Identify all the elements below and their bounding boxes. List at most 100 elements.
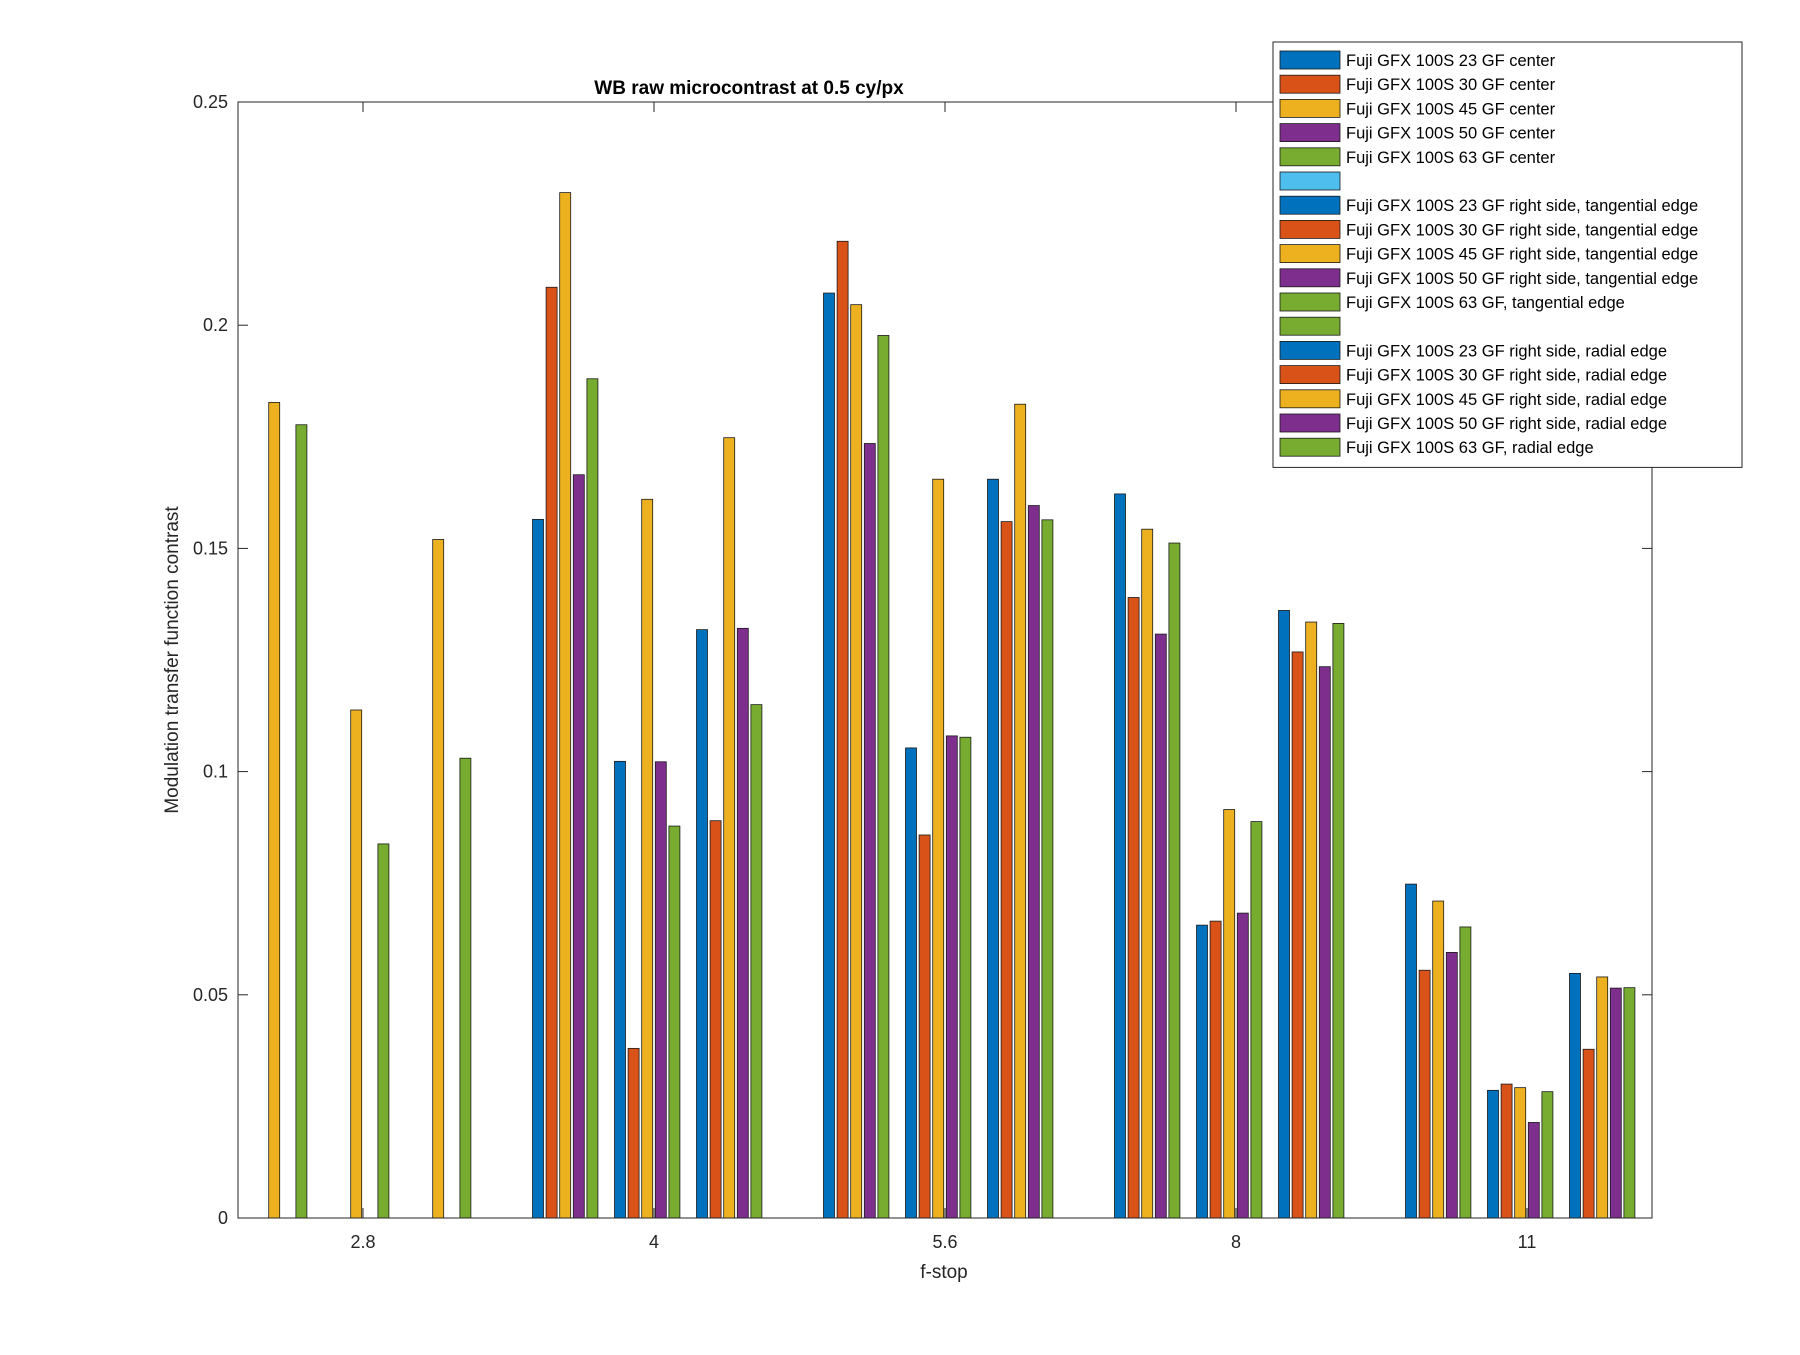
legend-swatch: [1279, 50, 1341, 70]
legend-label: Fuji GFX 100S 30 GF center: [1346, 76, 1556, 94]
bar: [614, 760, 626, 1219]
bar: [959, 736, 972, 1219]
bar: [1527, 1122, 1540, 1219]
bar: [1141, 528, 1154, 1219]
bar: [850, 304, 863, 1219]
legend-swatch: [1279, 340, 1341, 360]
bar: [1623, 987, 1636, 1219]
bar: [1291, 651, 1304, 1219]
bar: [350, 709, 363, 1219]
bar: [459, 757, 472, 1219]
bar: [1445, 951, 1458, 1219]
x-tick-label: 5.6: [932, 1232, 957, 1252]
bar: [1168, 542, 1181, 1219]
chart-title: WB raw microcontrast at 0.5 cy/px: [594, 78, 904, 99]
legend-swatch: [1279, 292, 1341, 312]
bar: [668, 825, 681, 1219]
legend-label: Fuji GFX 100S 50 GF right side, tangenti…: [1346, 270, 1698, 288]
bar: [877, 335, 890, 1219]
bar: [377, 843, 390, 1219]
bar: [918, 834, 931, 1219]
legend-label: Fuji GFX 100S 30 GF right side, tangenti…: [1346, 221, 1698, 239]
legend-box: [1272, 41, 1743, 468]
bar: [1332, 623, 1345, 1219]
bar: [736, 627, 749, 1219]
y-tick-label: 0.2: [203, 315, 228, 335]
bar: [863, 443, 876, 1219]
y-tick-label: 0.05: [193, 985, 228, 1005]
bar: [1514, 1087, 1527, 1219]
legend-label: Fuji GFX 100S 23 GF right side, radial e…: [1346, 342, 1667, 360]
legend-swatch: [1279, 268, 1341, 288]
bars-layer: [268, 192, 1636, 1219]
y-tick-label: 0: [218, 1208, 228, 1228]
bar: [295, 424, 308, 1219]
bar: [586, 378, 599, 1219]
bar: [1209, 920, 1222, 1219]
legend-swatch: [1279, 123, 1341, 142]
bar: [532, 518, 544, 1219]
legend-label: Fuji GFX 100S 45 GF center: [1346, 100, 1556, 118]
bar: [1582, 1048, 1595, 1219]
bar: [723, 437, 736, 1219]
bar: [432, 539, 445, 1219]
bar: [1154, 633, 1167, 1219]
bar: [1418, 969, 1431, 1219]
legend-swatch: [1279, 74, 1341, 94]
bar: [1196, 924, 1208, 1219]
x-axis-label: f-stop: [920, 1262, 968, 1283]
bar: [1305, 621, 1318, 1219]
bar: [987, 478, 999, 1219]
legend-swatch: [1279, 244, 1341, 264]
bar: [1569, 972, 1581, 1219]
bar: [945, 735, 958, 1219]
legend-label: Fuji GFX 100S 45 GF right side, radial e…: [1346, 391, 1667, 409]
legend-label: Fuji GFX 100S 23 GF center: [1346, 52, 1556, 70]
bar: [823, 292, 835, 1219]
bar: [1487, 1089, 1499, 1219]
bar: [932, 478, 945, 1219]
bar: [1014, 403, 1027, 1219]
bar: [1318, 666, 1331, 1219]
legend-swatch: [1279, 365, 1341, 385]
legend-label: Fuji GFX 100S 63 GF center: [1346, 149, 1556, 167]
bar: [1250, 821, 1263, 1219]
bar: [1541, 1091, 1554, 1219]
bar: [641, 498, 654, 1219]
bar: [836, 240, 849, 1219]
axes-layer: 0 0.05 0.1 0.15 0.2 0.25 2.8 4 5.6 8 11: [193, 92, 1653, 1252]
bar: [1405, 883, 1417, 1219]
bar: [559, 192, 572, 1219]
bar: [572, 474, 585, 1219]
x-tick-label: 2.8: [350, 1232, 375, 1252]
bar: [268, 402, 281, 1219]
legend-label: Fuji GFX 100S 50 GF center: [1346, 125, 1556, 143]
x-tick-label: 8: [1231, 1232, 1241, 1252]
legend-swatch: [1279, 99, 1341, 118]
bar: [1041, 519, 1054, 1219]
legend-swatch: [1279, 389, 1341, 409]
legend-label: Fuji GFX 100S 63 GF, radial edge: [1346, 439, 1594, 457]
bar: [696, 629, 708, 1219]
y-tick-label: 0.1: [203, 762, 228, 782]
legend-label: Fuji GFX 100S 50 GF right side, radial e…: [1346, 415, 1667, 433]
bar: [1459, 926, 1472, 1219]
bar: [1432, 900, 1445, 1219]
y-tick-label: 0.15: [193, 538, 228, 558]
bar: [905, 747, 917, 1219]
legend-swatch: [1279, 147, 1341, 167]
bar: [750, 704, 763, 1219]
bar: [627, 1047, 640, 1219]
bar: [1127, 597, 1140, 1219]
legend-swatch: [1279, 195, 1341, 215]
legend[interactable]: Fuji GFX 100S 23 GF center Fuji GFX 100S …: [1272, 41, 1743, 468]
bar: [709, 820, 722, 1219]
legend-swatch: [1279, 413, 1341, 433]
y-tick-label: 0.25: [193, 92, 228, 112]
legend-label: Fuji GFX 100S 45 GF right side, tangenti…: [1346, 246, 1698, 264]
bar: [1609, 987, 1622, 1219]
y-axis-label: Modulation transfer function contrast: [162, 506, 183, 814]
legend-label: Fuji GFX 100S 63 GF, tangential edge: [1346, 294, 1625, 312]
